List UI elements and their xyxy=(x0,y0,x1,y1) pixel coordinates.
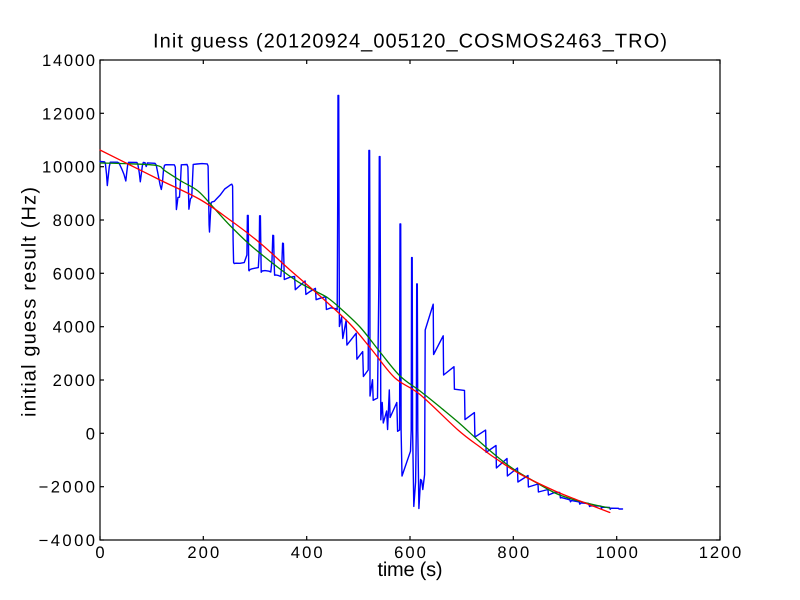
svg-text:0: 0 xyxy=(86,424,95,443)
svg-text:4000: 4000 xyxy=(53,318,95,337)
svg-text:200: 200 xyxy=(187,543,219,562)
svg-text:14000: 14000 xyxy=(42,51,95,70)
svg-text:1000: 1000 xyxy=(596,543,638,562)
svg-text:400: 400 xyxy=(291,543,323,562)
svg-text:1200: 1200 xyxy=(699,543,741,562)
svg-text:Init guess (20120924_005120_CO: Init guess (20120924_005120_COSMOS2463_T… xyxy=(153,31,667,53)
svg-text:0: 0 xyxy=(95,543,104,562)
svg-text:8000: 8000 xyxy=(53,211,95,230)
svg-text:2000: 2000 xyxy=(53,371,95,390)
svg-text:10000: 10000 xyxy=(42,158,95,177)
svg-text:800: 800 xyxy=(497,543,529,562)
svg-text:−4000: −4000 xyxy=(39,531,95,550)
svg-text:12000: 12000 xyxy=(42,104,95,123)
svg-text:initial guess result (Hz): initial guess result (Hz) xyxy=(19,187,41,417)
svg-text:time (s): time (s) xyxy=(378,559,443,581)
svg-text:600: 600 xyxy=(394,543,426,562)
svg-text:6000: 6000 xyxy=(53,264,95,283)
svg-text:−2000: −2000 xyxy=(39,478,95,497)
